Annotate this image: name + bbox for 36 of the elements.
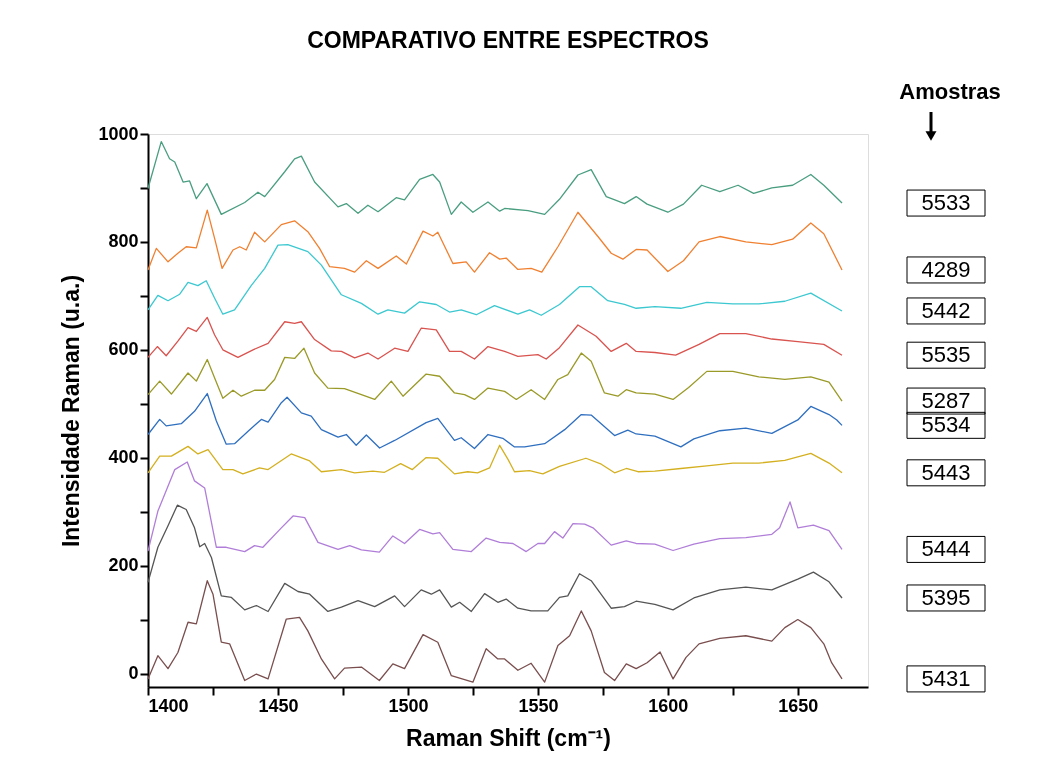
y-tick-label: 600 — [108, 339, 139, 360]
text: 5395 — [921, 584, 971, 610]
line-series — [147, 444, 843, 475]
text: 5442 — [921, 297, 971, 323]
text: 5535 — [921, 342, 971, 368]
y-tick-label: 200 — [108, 555, 139, 576]
x-tick-label: 1400 — [148, 695, 189, 716]
line-series — [147, 316, 843, 360]
line-series — [147, 209, 843, 273]
line-series — [147, 461, 843, 553]
line-series — [147, 580, 843, 683]
y-axis-title: Intensidade Raman (u.a.) — [58, 274, 85, 548]
x-tick-label: 1450 — [258, 695, 299, 716]
x-tick-label: 1650 — [778, 695, 819, 716]
text: 4289 — [921, 256, 971, 282]
line-series — [147, 140, 843, 216]
text: 5533 — [921, 190, 971, 216]
text: 5431 — [921, 665, 971, 691]
line-series — [147, 347, 843, 402]
text: 5444 — [921, 536, 971, 562]
x-tick-label: 1550 — [518, 695, 559, 716]
line-series — [147, 504, 843, 613]
y-tick-label: 400 — [108, 447, 139, 468]
line-series — [147, 243, 843, 316]
chart-title: COMPARATIVO ENTRE ESPECTROS — [307, 27, 709, 53]
text: 5534 — [921, 412, 971, 438]
x-axis-title: Raman Shift (cm⁻¹) — [406, 724, 611, 751]
x-tick-label: 1600 — [648, 695, 689, 716]
line-series — [147, 392, 843, 450]
text: 5287 — [921, 388, 971, 414]
y-tick-label: 800 — [108, 231, 139, 252]
text: Amostras — [899, 79, 1001, 104]
y-tick-label: 0 — [128, 663, 139, 684]
x-tick-label: 1500 — [388, 695, 429, 716]
text: 5443 — [921, 459, 971, 485]
y-tick-label: 1000 — [98, 123, 139, 144]
